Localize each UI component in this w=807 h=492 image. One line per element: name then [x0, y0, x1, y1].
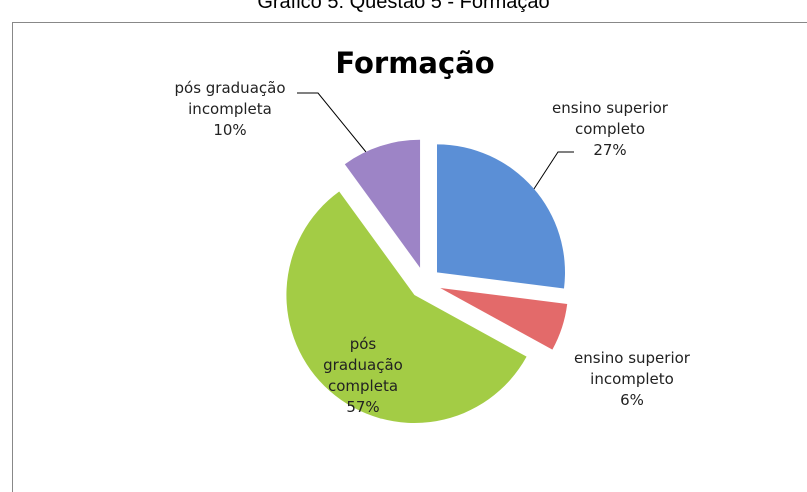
- label-value: 27%: [593, 141, 627, 159]
- slice-label: ensino superior incompleto 6%: [552, 348, 712, 411]
- label-value: 6%: [620, 391, 644, 409]
- label-name: ensino superior incompleto: [574, 349, 690, 388]
- chart-frame: [12, 22, 807, 492]
- chart-title: Formação: [335, 46, 495, 80]
- pie-slice: [344, 139, 421, 268]
- leader-line: [529, 151, 574, 196]
- pie-slice: [286, 191, 527, 424]
- label-name: ensino superior completo: [552, 99, 668, 138]
- slice-label: pós graduação completa 57%: [318, 334, 408, 418]
- slice-label: ensino superior completo 27%: [530, 98, 690, 161]
- label-name: pós graduação completa: [323, 335, 403, 395]
- label-value: 57%: [346, 398, 380, 416]
- label-name: pós graduação incompleta: [174, 79, 286, 118]
- pie-slice: [440, 287, 568, 350]
- pie-slice: [437, 144, 566, 289]
- slice-label: pós graduação incompleta 10%: [150, 78, 310, 141]
- label-value: 10%: [213, 121, 247, 139]
- leader-line: [297, 92, 367, 153]
- caption: Gráfico 5: Questão 5 - Formação: [257, 0, 550, 13]
